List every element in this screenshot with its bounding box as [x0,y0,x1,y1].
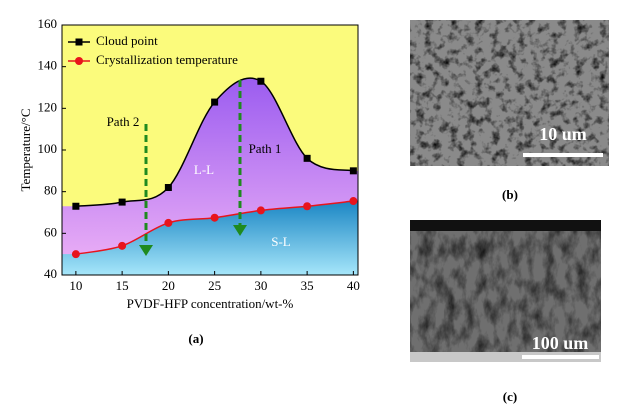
legend-marker [75,57,83,65]
annotation: L-L [194,162,214,177]
marker [349,167,357,175]
marker [118,198,126,206]
y-tick-label: 160 [38,16,58,31]
region-sl [62,201,358,275]
panel-label: (b) [502,187,518,202]
x-tick-label: 15 [116,278,129,293]
marker [164,218,173,227]
sem-image-b: 10 um [410,20,609,166]
y-tick-label: 80 [44,183,57,198]
marker [72,202,80,210]
y-tick-label: 140 [38,58,58,73]
y-tick-label: 100 [38,141,58,156]
x-tick-label: 35 [301,278,314,293]
sem-image-c: 100 um [410,220,601,362]
y-tick-label: 40 [44,266,57,281]
legend-label: Crystallization temperature [96,52,238,67]
marker [71,250,80,259]
marker [210,213,219,222]
arrow-head [139,245,153,256]
chart: 40 60 80 100 120 140 160 10 15 20 25 30 35 40 PVDF-HFP… [18,16,360,346]
panel-label: (c) [503,389,517,404]
panel-label: (a) [188,331,203,346]
scale-label: 10 um [539,124,587,144]
y-tick-label: 120 [38,99,58,114]
plot-frame [61,24,359,276]
y-tick-label: 60 [44,224,57,239]
legend-label: Cloud point [96,33,158,48]
marker [303,154,311,162]
annotation: Path 1 [249,141,282,156]
x-tick-label: 30 [254,278,267,293]
marker [164,184,172,191]
marker [256,206,265,215]
marker [257,77,265,85]
x-tick-label: 20 [162,278,175,293]
x-tick-label: 40 [347,278,360,293]
y-axis-label: Temperature/°C [18,109,33,192]
annotation: Path 2 [107,114,140,129]
x-axis-label: PVDF-HFP concentration/wt-% [127,296,294,311]
x-tick-label: 25 [208,278,221,293]
marker [349,197,358,206]
x-tick-label: 10 [69,278,82,293]
scale-label: 100 um [532,333,589,353]
marker [303,202,312,211]
annotation: S-L [271,234,291,249]
marker [211,98,219,106]
legend-marker [75,38,83,46]
marker [118,241,127,250]
arrow-head [233,225,247,236]
